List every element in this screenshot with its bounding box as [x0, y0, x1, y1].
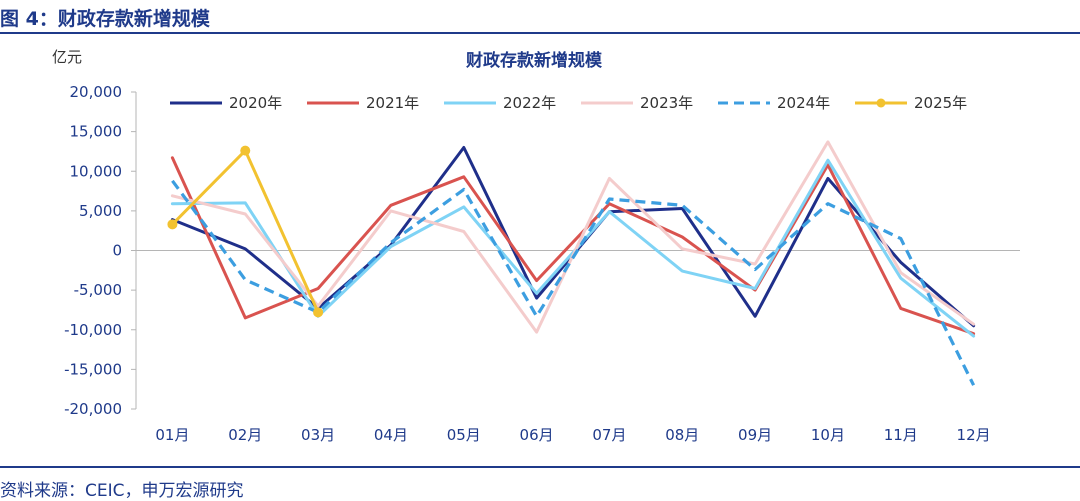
x-tick-label: 01月	[155, 426, 189, 444]
footer-rule	[0, 466, 1080, 468]
x-tick-label: 05月	[447, 426, 481, 444]
x-tick-label: 06月	[520, 426, 554, 444]
x-tick-label: 03月	[301, 426, 335, 444]
series-line	[170, 140, 976, 334]
x-tick-label: 07月	[592, 426, 626, 444]
series-2021年	[170, 156, 976, 336]
chart-title: 财政存款新增规模	[465, 50, 603, 71]
legend-item: 2025年	[855, 94, 967, 112]
y-axis-unit: 亿元	[52, 48, 82, 66]
legend-marker	[876, 98, 886, 108]
series-2024年	[171, 179, 976, 386]
legend-label: 2023年	[640, 94, 693, 112]
line-chart: 财政存款新增规模 亿元 20,000 15,000 10,000 5,000 0 -5,0…	[52, 48, 1020, 444]
y-tick-label: 20,000	[70, 83, 123, 101]
x-tick-label: 02月	[228, 426, 262, 444]
legend-item: 2022年	[444, 94, 556, 112]
data-point	[240, 145, 251, 156]
legend-item: 2023年	[581, 94, 693, 112]
series-line	[170, 149, 320, 314]
data-point	[313, 307, 324, 318]
x-tick-label: 08月	[665, 426, 699, 444]
series-layer	[167, 140, 976, 386]
legend-label: 2020年	[229, 94, 282, 112]
y-tick-label: -20,000	[64, 400, 122, 418]
x-tick-label: 10月	[811, 426, 845, 444]
legend-label: 2021年	[366, 94, 419, 112]
legend-label: 2022年	[503, 94, 556, 112]
series-2023年	[170, 140, 976, 334]
series-line	[170, 156, 976, 336]
x-tick-label: 12月	[957, 426, 991, 444]
legend-label: 2024年	[777, 94, 830, 112]
legend-item: 2020年	[170, 94, 282, 112]
legend-item: 2021年	[307, 94, 419, 112]
figure-title: 图 4：财政存款新增规模	[0, 8, 210, 30]
x-tick-label: 11月	[884, 426, 918, 444]
y-tick-label: 10,000	[70, 162, 123, 180]
legend: 2020年 2021年 2022年 2023年 2024年 2025年	[170, 94, 967, 112]
y-tick-label: -5,000	[74, 281, 122, 299]
figure-header: 图 4：财政存款新增规模	[0, 0, 1080, 34]
y-tick-label: -10,000	[64, 321, 122, 339]
y-tick-label: -15,000	[64, 360, 122, 378]
legend-label: 2025年	[914, 94, 967, 112]
y-tick-label: 15,000	[70, 123, 123, 141]
y-tick-label: 5,000	[79, 202, 122, 220]
source-note: 资料来源：CEIC，申万宏源研究	[0, 481, 244, 501]
x-tick-label: 04月	[374, 426, 408, 444]
series-2025年	[167, 145, 324, 318]
series-line	[171, 179, 976, 386]
x-tick-label: 09月	[738, 426, 772, 444]
legend-item: 2024年	[718, 94, 830, 112]
y-tick-label: 0	[112, 242, 122, 260]
data-point	[167, 219, 178, 230]
axes: 20,000 15,000 10,000 5,000 0 -5,000 -10,000 -15…	[64, 83, 1020, 444]
